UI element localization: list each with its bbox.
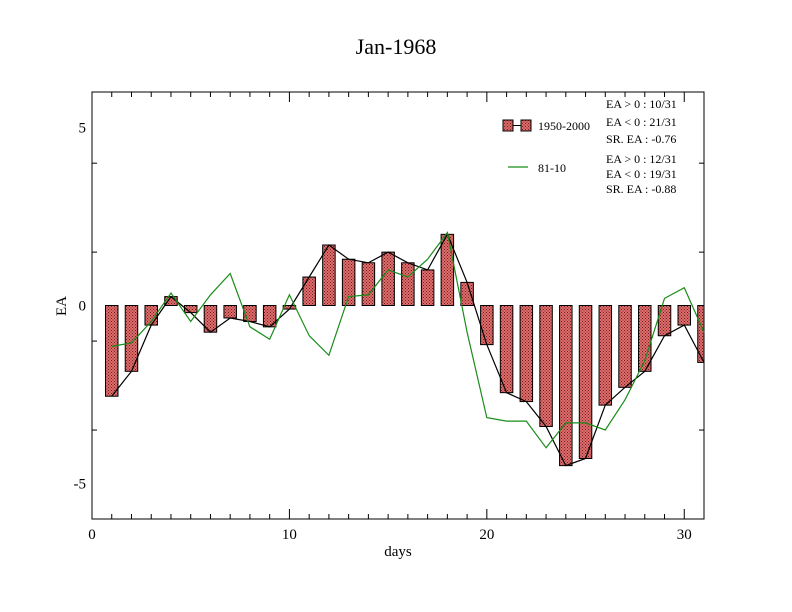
bar-day-7 xyxy=(223,305,237,319)
x-tick-label: 0 xyxy=(88,527,96,543)
bar-day-22 xyxy=(519,305,534,403)
bar-day-25 xyxy=(578,305,593,460)
y-tick-label: 5 xyxy=(79,121,87,137)
legend-stat: EA < 0 : 21/31 xyxy=(606,115,677,129)
bar-day-19 xyxy=(460,281,474,306)
x-tick-label: 10 xyxy=(282,527,297,543)
bar-day-13 xyxy=(341,258,356,307)
legend-stat: EA > 0 : 12/31 xyxy=(606,152,677,166)
bar-day-15 xyxy=(381,251,395,306)
y-tick-label: 0 xyxy=(79,299,87,315)
line-1950-2000 xyxy=(111,232,705,467)
bar-day-21 xyxy=(499,305,514,394)
line-series xyxy=(111,231,705,467)
bar-day-1 xyxy=(104,305,119,397)
y-tick-label: -5 xyxy=(74,476,87,492)
x-tick-label: 30 xyxy=(677,527,692,543)
bar-day-26 xyxy=(598,305,613,406)
legend-stat: EA > 0 : 10/31 xyxy=(606,97,677,111)
bar-day-29 xyxy=(657,305,672,337)
bar-day-4 xyxy=(164,296,178,306)
bar-day-24 xyxy=(559,305,573,467)
bar-day-17 xyxy=(420,269,435,306)
legend-swatch-1950-2000-b xyxy=(520,119,532,132)
line-81-10 xyxy=(111,231,705,449)
x-tick-label: 20 xyxy=(479,527,494,543)
bar-day-12 xyxy=(322,244,336,306)
bar-day-23 xyxy=(539,305,553,427)
legend-label-1950-2000: 1950-2000 xyxy=(538,119,590,133)
axis-ticks: 0 10 20 30 5 0 -5 xyxy=(74,92,705,543)
bar-day-11 xyxy=(302,276,316,306)
bar-series-1950-2000 xyxy=(104,233,705,467)
legend-stat: SR. EA : -0.76 xyxy=(606,132,676,146)
bar-day-27 xyxy=(618,305,632,388)
legend: 1950-2000 EA > 0 : 10/31 EA < 0 : 21/31 … xyxy=(502,97,677,196)
bar-day-16 xyxy=(401,262,415,306)
legend-label-81-10: 81-10 xyxy=(538,161,566,175)
x-axis-label: days xyxy=(384,544,412,560)
bar-day-30 xyxy=(677,305,692,326)
bar-day-31 xyxy=(697,305,705,363)
bar-day-14 xyxy=(361,262,376,306)
y-axis-label: EA xyxy=(54,296,70,316)
bar-day-20 xyxy=(480,305,494,346)
legend-stat: EA < 0 : 19/31 xyxy=(606,167,677,181)
chart-title: Jan-1968 xyxy=(356,34,437,59)
legend-stat: SR. EA : -0.88 xyxy=(606,182,676,196)
legend-swatch-1950-2000 xyxy=(502,119,514,132)
